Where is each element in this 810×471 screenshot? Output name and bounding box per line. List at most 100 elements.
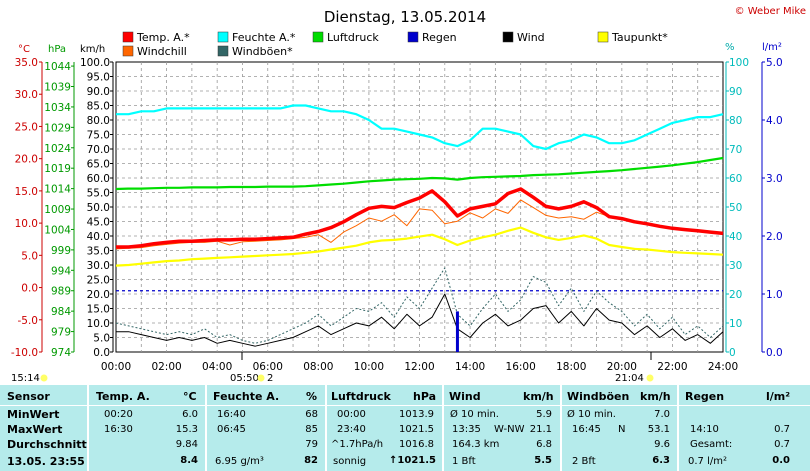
humidity-tick-label: 80	[729, 115, 742, 127]
pressure-min-time: 00:00	[337, 409, 366, 420]
humidity-axis-unit: %	[725, 42, 735, 53]
wind-tick-label: 45.0	[87, 217, 110, 229]
pressure-trend: ^1.7hPa/h	[331, 439, 384, 450]
pressure-tick-label: 984	[51, 306, 71, 318]
stats-panel: Sensor MinWert MaxWert Durchschnitt 13.0…	[0, 385, 810, 471]
gust-min-label: Ø 10 min.	[567, 409, 616, 420]
rain-header: Regen	[685, 390, 725, 403]
legend-label: Luftdruck	[327, 31, 379, 44]
gust-min: 7.0	[654, 409, 670, 420]
wind-current: 5.5	[534, 455, 552, 466]
wind-tick-label: 80.0	[87, 115, 110, 127]
copyright-label: © Weber Mike	[735, 6, 806, 17]
rain-tick-label: 1.0	[766, 289, 783, 301]
legend-swatch	[407, 31, 419, 43]
temp-tick-label: -10.0	[11, 347, 38, 359]
pressure-tick-label: 989	[51, 286, 71, 298]
rain-bar	[455, 311, 459, 352]
series-wind	[116, 293, 724, 347]
gust-avg: 9.6	[654, 439, 670, 450]
pressure-tick-label: 1044	[44, 61, 71, 73]
series-layer	[115, 104, 724, 352]
wind-tick-label: 40.0	[87, 231, 110, 243]
gust-header: Windböen	[567, 390, 630, 403]
wind-axis-unit: km/h	[80, 44, 105, 55]
humidity-tick-label: 70	[729, 144, 742, 156]
rain-tick-label: 0.0	[766, 347, 783, 359]
temp-tick-label: 20.0	[15, 154, 38, 166]
rain-current: 0.0	[772, 455, 790, 466]
rain-total-label: Gesamt:	[690, 439, 733, 450]
legend-label: Windchill	[137, 45, 187, 58]
rain-total: 0.7	[774, 439, 790, 450]
rain-max: 0.7	[774, 424, 790, 435]
sunset-label: 21:04	[615, 373, 644, 384]
legend-swatch	[597, 31, 609, 43]
temp-min: 6.0	[182, 409, 198, 420]
legend-swatch	[122, 31, 134, 43]
wind-tick-label: 70.0	[87, 144, 110, 156]
legend-label: Taupunkt*	[611, 31, 668, 44]
chart-title: Dienstag, 13.05.2014	[324, 8, 486, 26]
rain-tick-label: 4.0	[766, 115, 783, 127]
humidity-min: 68	[305, 409, 318, 420]
humidity-min-time: 16:40	[217, 409, 246, 420]
temp-tick-label: 10.0	[15, 218, 38, 230]
pressure-tick-label: 1009	[44, 204, 71, 216]
series-temp-a	[116, 187, 724, 249]
chart-legend: Temp. A.* Feuchte A.* Luftdruck Regen Wind Ta…	[122, 31, 668, 58]
x-tick-label: 00:00	[101, 361, 131, 373]
row-label-sensor: Sensor	[7, 390, 50, 403]
legend-swatch	[217, 45, 229, 57]
temp-max: 15.3	[175, 424, 198, 435]
x-tick-label: 06:00	[253, 361, 283, 373]
wind-tick-label: 30.0	[87, 260, 110, 272]
x-tick-label: 10:00	[354, 361, 384, 373]
wind-max-direction: W-NW	[494, 424, 525, 435]
wind-tick-label: 0.0	[93, 347, 110, 359]
pressure-avg: 1016.8	[399, 439, 434, 450]
pressure-tick-label: 1029	[44, 122, 71, 134]
rain-tick-label: 2.0	[766, 231, 783, 243]
temp-max-time: 16:30	[104, 424, 133, 435]
humidity-tick-label: 50	[729, 202, 742, 214]
temp-tick-label: 35.0	[15, 57, 38, 69]
legend-swatch	[217, 31, 229, 43]
sunrise-icon	[257, 374, 265, 382]
row-label-avg: Durchschnitt	[7, 438, 87, 451]
temp-header: Temp. A.	[96, 390, 150, 403]
temp-tick-label: 30.0	[15, 89, 38, 101]
pressure-tick-label: 994	[51, 265, 71, 277]
pressure-tick-label: 999	[51, 245, 71, 257]
series-feuchte-a	[116, 104, 724, 151]
temp-tick-label: 0.0	[21, 283, 38, 295]
sunset-icon	[646, 374, 654, 382]
wind-tick-label: 35.0	[87, 246, 110, 258]
wind-beaufort: 1 Bft	[452, 456, 476, 467]
rain-unit: l/m²	[766, 390, 791, 403]
legend-label: Windböen*	[232, 45, 293, 58]
x-tick-label: 16:00	[506, 361, 536, 373]
legend-swatch	[312, 31, 324, 43]
temp-current: 8.4	[180, 455, 198, 466]
wind-max-time: 13:35	[452, 424, 481, 435]
wind-tick-label: 60.0	[87, 173, 110, 185]
humidity-tick-label: 90	[729, 86, 742, 98]
wind-tick-label: 90.0	[87, 86, 110, 98]
rain-tick-label: 3.0	[766, 173, 783, 185]
wind-unit: km/h	[523, 390, 554, 403]
legend-swatch	[122, 45, 134, 57]
gust-max-direction: N	[618, 424, 626, 435]
wind-distance: 164.3 km	[452, 439, 500, 450]
rain-axis-unit: l/m²	[762, 42, 782, 53]
weather-condition: sonnig	[333, 456, 367, 467]
wind-tick-label: 65.0	[87, 159, 110, 171]
wind-tick-label: 10.0	[87, 318, 110, 330]
humidity-max-time: 06:45	[217, 424, 246, 435]
humidity-tick-label: 40	[729, 231, 742, 243]
series-luftdruck	[115, 156, 724, 191]
x-tick-label: 02:00	[151, 361, 181, 373]
grid-layer	[115, 61, 724, 353]
humidity-avg: 79	[305, 439, 318, 450]
row-label-current: 13.05. 23:55	[7, 455, 85, 468]
